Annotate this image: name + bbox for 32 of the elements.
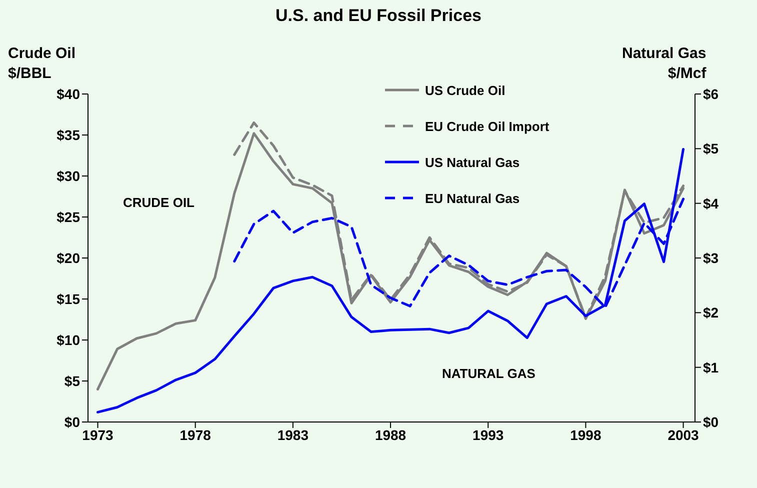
legend-label: US Natural Gas xyxy=(425,154,520,170)
x-tick-label: 1988 xyxy=(374,426,406,443)
y2-tick-label: $0 xyxy=(703,414,719,430)
y-tick-label: $35 xyxy=(56,126,80,143)
annotation: CRUDE OIL xyxy=(123,194,194,212)
y2-axis-title: Natural Gas $/Mcf xyxy=(622,44,706,84)
legend-label: US Crude Oil xyxy=(425,82,506,98)
y2-tick-label: $1 xyxy=(703,359,719,376)
y-tick-label: $10 xyxy=(56,332,80,348)
y-tick-label: $20 xyxy=(56,250,80,266)
y-tick-label: $25 xyxy=(56,208,80,225)
y-tick-label: $5 xyxy=(64,372,80,389)
y2-tick-label: $4 xyxy=(703,195,719,212)
annotation: NATURAL GAS xyxy=(442,365,536,383)
y-tick-label: $15 xyxy=(56,290,80,307)
x-tick-label: 1993 xyxy=(472,426,504,443)
y2-tick-label: $3 xyxy=(703,250,719,266)
y-tick-label: $30 xyxy=(56,168,80,184)
x-tick-label: 1973 xyxy=(82,426,114,443)
y-axis-title: Crude Oil $/BBL xyxy=(8,44,76,84)
legend-label: EU Natural Gas xyxy=(425,190,520,206)
legend-label: EU Crude Oil Import xyxy=(425,118,550,134)
x-tick-label: 1983 xyxy=(277,426,309,443)
y-tick-label: $0 xyxy=(64,414,80,430)
x-tick-label: 1998 xyxy=(570,426,602,443)
y-tick-label: $40 xyxy=(56,86,80,102)
chart-title: U.S. and EU Fossil Prices xyxy=(274,6,482,26)
y2-tick-label: $6 xyxy=(703,86,719,102)
x-tick-label: 1978 xyxy=(180,426,212,443)
y2-tick-label: $5 xyxy=(703,140,719,157)
x-tick-label: 2003 xyxy=(668,426,700,443)
y2-tick-label: $2 xyxy=(703,304,719,321)
